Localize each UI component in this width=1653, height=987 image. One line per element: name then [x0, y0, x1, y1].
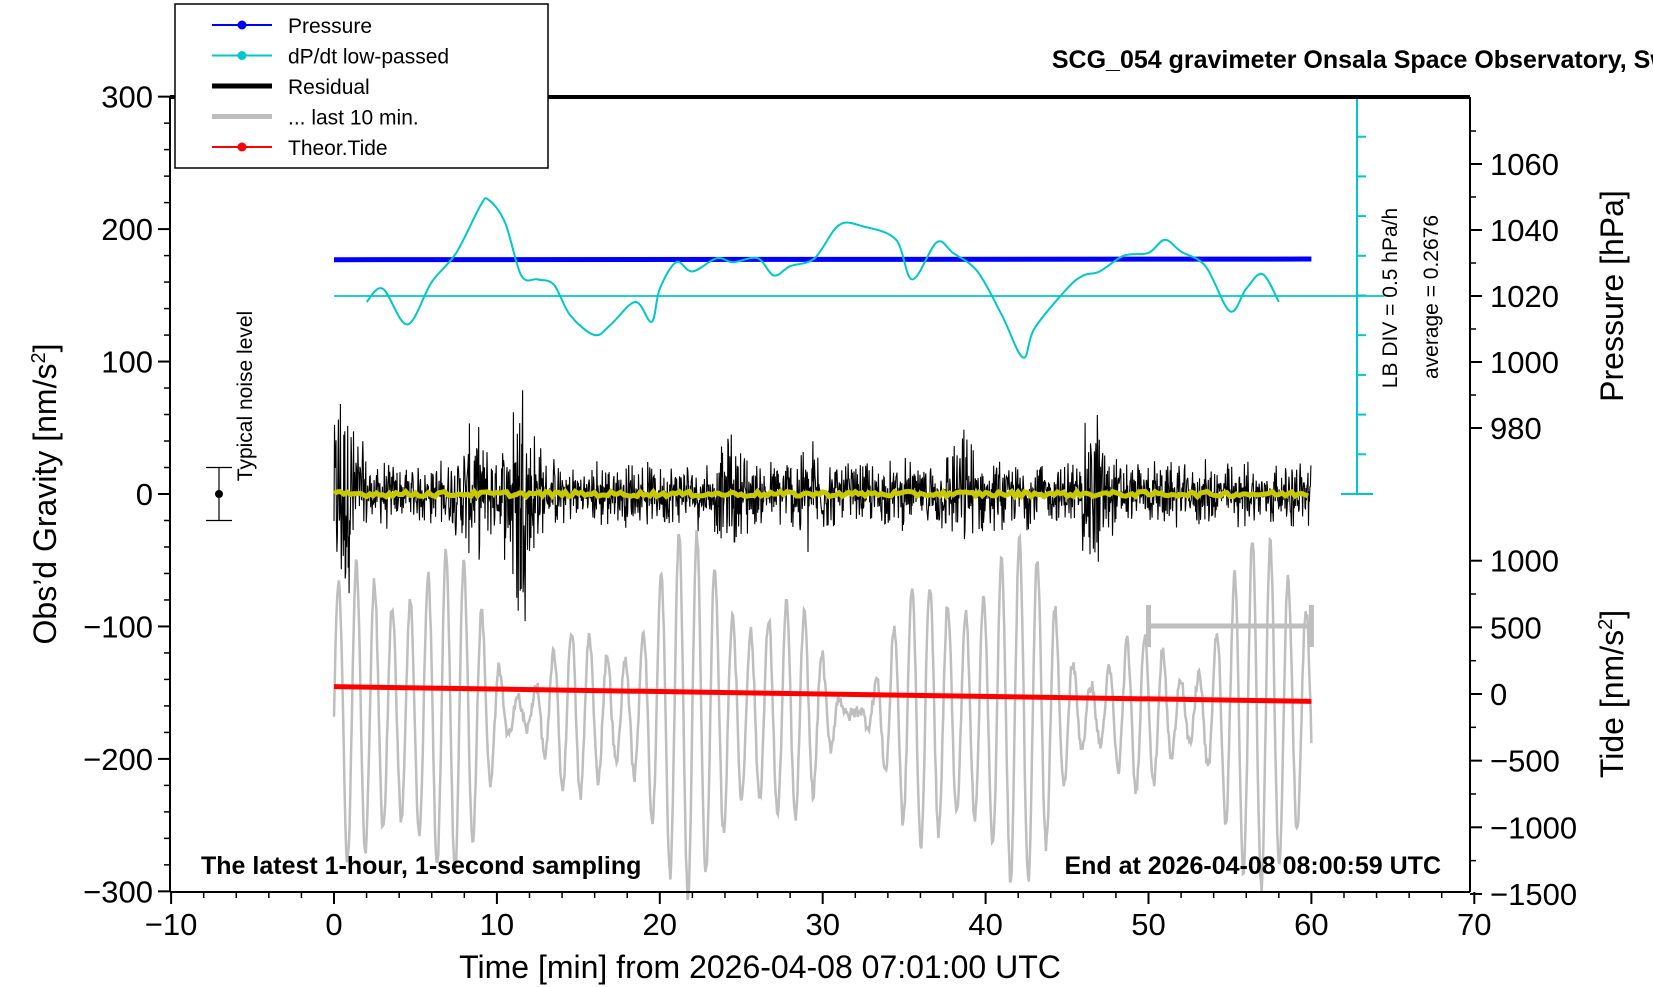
legend-swatch-dot: [237, 51, 247, 60]
axis-ticks: [158, 95, 1482, 904]
tide-axis-title: Tide [nm/s2]: [1594, 610, 1630, 778]
tide-tick-label: −1000: [1490, 810, 1577, 845]
x-tick-label: 40: [968, 907, 1002, 942]
legend-label: Pressure: [288, 15, 372, 38]
legend-label: Theor.Tide: [288, 137, 388, 160]
residual-layer: [332, 390, 1312, 622]
y-tick-label: −200: [83, 742, 153, 777]
dpdt-average-label: average = 0.2676: [1420, 215, 1443, 379]
x-tick-label: 20: [643, 907, 677, 942]
legend-swatch-dot: [237, 20, 247, 30]
pressure-tick-label: 1040: [1490, 213, 1559, 248]
noise-level-dot: [215, 490, 223, 498]
legend: Pressure dP/dt low-passed Residual ... last…: [174, 3, 549, 169]
residual-mean-line: [332, 487, 1310, 501]
x-tick-label: 60: [1294, 907, 1328, 942]
legend-swatch-dot: [237, 142, 247, 152]
pressure-tick-label: 1020: [1490, 279, 1559, 314]
pressure-axis-title: Pressure [hPa]: [1594, 190, 1630, 402]
y-axis-title: Obs’d Gravity [nm/s2]: [27, 344, 63, 645]
tide-tick-label: −500: [1490, 744, 1560, 779]
pressure-tick-label: 1060: [1490, 147, 1559, 182]
tide-axis-title-sup: 2: [1595, 619, 1617, 630]
last-10-min-series-line: [332, 530, 1313, 901]
pressure-tick-label: 1000: [1490, 345, 1559, 380]
y-tick-label: −100: [83, 609, 153, 644]
dpdt-scale-label: LB DIV = 0.5 hPa/h: [1379, 208, 1402, 388]
legend-label: ... last 10 min.: [288, 107, 419, 130]
pressure-layer: [333, 96, 1385, 495]
text-layer: −10 0 10 20 30 40 50 60 703002001000−100−200−300…: [27, 46, 1653, 985]
y-tick-label: 300: [101, 80, 153, 115]
tide-tick-label: 500: [1490, 610, 1542, 645]
legend-label: dP/dt low-passed: [288, 46, 449, 69]
tide-axis-title-main: Tide [nm/s: [1594, 630, 1630, 778]
tide-axis-title-end: ]: [1594, 610, 1630, 619]
pressure-series-line: [333, 256, 1312, 263]
noise-level-label: Typical noise level: [234, 311, 257, 481]
tide-layer: [332, 530, 1314, 901]
x-tick-label: 50: [1131, 907, 1165, 942]
theor-tide-series-line: [333, 684, 1312, 704]
x-tick-label: 10: [480, 907, 514, 942]
tide-tick-label: −1500: [1490, 877, 1577, 912]
residual-series-line: [333, 390, 1312, 622]
y-tick-label: 200: [101, 212, 153, 247]
footer-left-label: The latest 1-hour, 1-second sampling: [201, 852, 641, 880]
x-tick-label: −10: [145, 907, 198, 942]
footer-right-label: End at 2026-04-08 08:00:59 UTC: [1064, 852, 1441, 880]
x-tick-label: 30: [805, 907, 839, 942]
x-tick-label: 0: [325, 907, 342, 942]
y-axis-title-main: Obs’d Gravity [nm/s: [27, 364, 63, 645]
legend-label: Residual: [288, 76, 370, 99]
x-axis-title: Time [min] from 2026-04-08 07:01:00 UTC: [459, 949, 1061, 985]
y-axis-title-sup: 2: [28, 352, 50, 363]
chart-title: SCG_054 gravimeter Onsala Space Observat…: [1052, 46, 1653, 74]
tide-tick-label: 0: [1490, 677, 1507, 712]
x-tick-label: 70: [1457, 907, 1491, 942]
tide-tick-label: 1000: [1490, 544, 1559, 579]
y-tick-label: 0: [136, 477, 153, 512]
y-tick-label: 100: [101, 345, 153, 380]
y-axis-title-end: ]: [27, 344, 63, 353]
dpdt-series-line: [365, 197, 1280, 359]
y-tick-label: −300: [83, 874, 153, 909]
pressure-tick-label: 980: [1490, 411, 1542, 446]
